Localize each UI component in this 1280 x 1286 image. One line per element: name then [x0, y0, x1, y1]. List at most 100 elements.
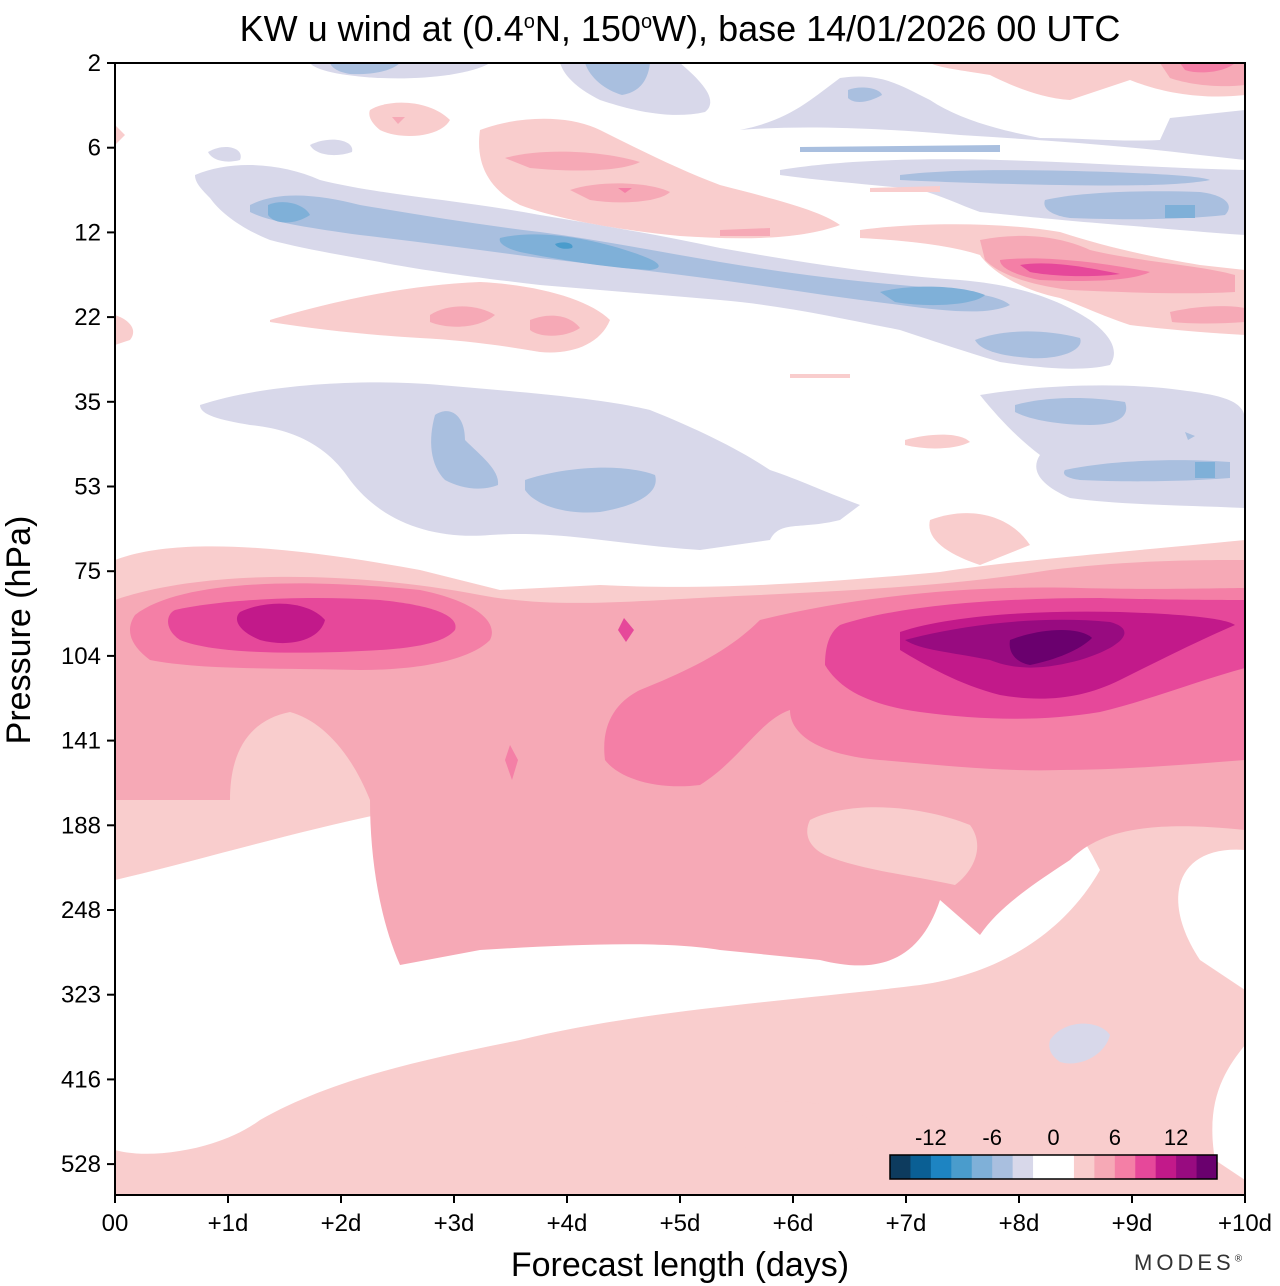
contour-westerly-4-upper-a [505, 151, 640, 171]
colorbar-swatch [1135, 1155, 1157, 1179]
colorbar-swatch [1033, 1155, 1054, 1179]
y-tick-label: 2 [88, 50, 101, 77]
colorbar-swatch [910, 1155, 932, 1179]
contour-westerly-6-blip [505, 745, 518, 780]
x-tick-label: +10d [1218, 1210, 1272, 1237]
contour-westerly-4-22hpa-a [430, 306, 495, 327]
x-tick-label: +9d [1112, 1210, 1153, 1237]
x-tick-label: +3d [434, 1210, 475, 1237]
contour-easterly-6-upper-c [880, 286, 985, 306]
colorbar-swatch [951, 1155, 973, 1179]
contour-easterly-4-mid-b [525, 467, 656, 513]
y-axis-title: Pressure (hPa) [0, 516, 38, 745]
colorbar-label: 0 [1047, 1125, 1059, 1150]
contour-westerly-2-upper-wedge [929, 513, 1030, 565]
contour-easterly-6-upper-d [1165, 205, 1195, 218]
contour-easterly-4-dash-6 [800, 145, 1000, 152]
contour-westerly-6-top [1180, 63, 1235, 73]
colorbar-swatch [930, 1155, 952, 1179]
contour-easterly-2-fleck-b [310, 139, 353, 156]
y-tick-label: 104 [61, 643, 101, 670]
contour-westerly-4-22hpa-c [1170, 306, 1245, 324]
x-tick-label: +2d [321, 1210, 362, 1237]
colorbar-swatch [1176, 1155, 1198, 1179]
contour-easterly-4-speck [848, 87, 882, 102]
credit-text: MODES® [1134, 1250, 1242, 1276]
x-tick-label: +8d [999, 1210, 1040, 1237]
x-axis-title: Forecast length (days) [511, 1246, 849, 1284]
colorbar-label: 6 [1109, 1125, 1121, 1150]
contour-westerly-10-early [236, 603, 325, 644]
contour-easterly-4-top [585, 63, 650, 95]
x-tick-label: +6d [773, 1210, 814, 1237]
contour-easterly-4-right-a [1015, 398, 1127, 425]
x-tick-label: 00 [102, 1210, 129, 1237]
title-mid: N, 150 [534, 8, 641, 49]
colorbar-label: 12 [1164, 1125, 1188, 1150]
contour-easterly-6-upper-a [268, 202, 310, 223]
y-axis: 2 6 12 22 35 53 75 104 141 188 248 323 416 528 [61, 50, 115, 1178]
y-tick-label: 248 [61, 897, 101, 924]
colorbar-swatch [992, 1155, 1014, 1179]
credit-mark: ® [1234, 1253, 1243, 1265]
colorbar-swatch [1196, 1155, 1218, 1179]
contour-easterly-6-right [1195, 462, 1215, 478]
x-tick-label: +5d [660, 1210, 701, 1237]
credit-label: MODES [1134, 1250, 1235, 1275]
title-degree-1: o [523, 11, 535, 33]
contour-westerly-4-upper-b [570, 183, 670, 203]
contour-westerly-2-lower-patch [718, 1101, 882, 1155]
contour-westerly-2-upper-band [479, 118, 840, 239]
contour-westerly-2-inset [807, 807, 978, 885]
colorbar-label: -12 [915, 1125, 947, 1150]
x-axis: 00 +1d +2d +3d +4d +5d +6d +7d +8d +9d +10d [102, 1195, 1272, 1237]
y-tick-label: 35 [74, 389, 101, 416]
contour-easterly-2-mid [200, 382, 860, 550]
contour-easterly-4-right-patch [1185, 432, 1195, 440]
contour-fill-layer [115, 63, 1245, 1195]
y-tick-label: 188 [61, 812, 101, 839]
contour-easterly-4-mid-a [431, 411, 499, 489]
contour-westerly-4-22hpa-b [530, 315, 580, 336]
colorbar-label: -6 [982, 1125, 1002, 1150]
contour-easterly-4-22hpa [975, 331, 1081, 359]
y-tick-label: 141 [61, 728, 101, 755]
contour-easterly-4-band-8 [900, 170, 1210, 186]
contour-easterly-4-top-left [330, 63, 400, 75]
x-tick-label: +7d [886, 1210, 927, 1237]
contour-westerly-8-upper [1020, 263, 1120, 277]
colorbar-swatch [1053, 1155, 1075, 1179]
y-tick-label: 75 [74, 558, 101, 585]
contour-westerly-8-speck [618, 618, 634, 642]
colorbar: -12 -6 0 6 12 [889, 1125, 1218, 1180]
contour-westerly-2-edge-a [115, 125, 125, 145]
y-tick-label: 22 [74, 304, 101, 331]
x-tick-label: +1d [208, 1210, 249, 1237]
contour-easterly-2-fleck-a [208, 146, 241, 162]
y-tick-label: 6 [88, 135, 101, 162]
y-tick-label: 53 [74, 474, 101, 501]
y-tick-label: 416 [61, 1066, 101, 1093]
contour-easterly-4-right-b [1063, 460, 1230, 482]
title-suffix: W), base 14/01/2026 00 UTC [652, 8, 1121, 49]
contour-westerly-4-speck [392, 117, 405, 124]
contour-westerly-14-core [1009, 629, 1092, 665]
contour-westerly-2-edge-b [115, 315, 134, 345]
contour-westerly-4-dash [720, 228, 770, 236]
colorbar-swatch [1012, 1155, 1034, 1179]
y-tick-label: 12 [74, 219, 101, 246]
contour-westerly-2-speck-a [369, 102, 450, 136]
contour-easterly-8-upper [555, 242, 573, 249]
contour-westerly-2-dash-a [790, 374, 850, 378]
y-tick-label: 528 [61, 1151, 101, 1178]
contour-westerly-6-speck [618, 188, 632, 193]
contour-westerly-2-dash-b [870, 186, 940, 192]
title-degree-2: o [640, 11, 653, 33]
colorbar-swatch [1114, 1155, 1136, 1179]
colorbar-swatch [1094, 1155, 1116, 1179]
y-tick-label: 323 [61, 982, 101, 1009]
colorbar-swatch [971, 1155, 993, 1179]
x-tick-label: +4d [547, 1210, 588, 1237]
colorbar-frame [889, 1154, 1218, 1180]
